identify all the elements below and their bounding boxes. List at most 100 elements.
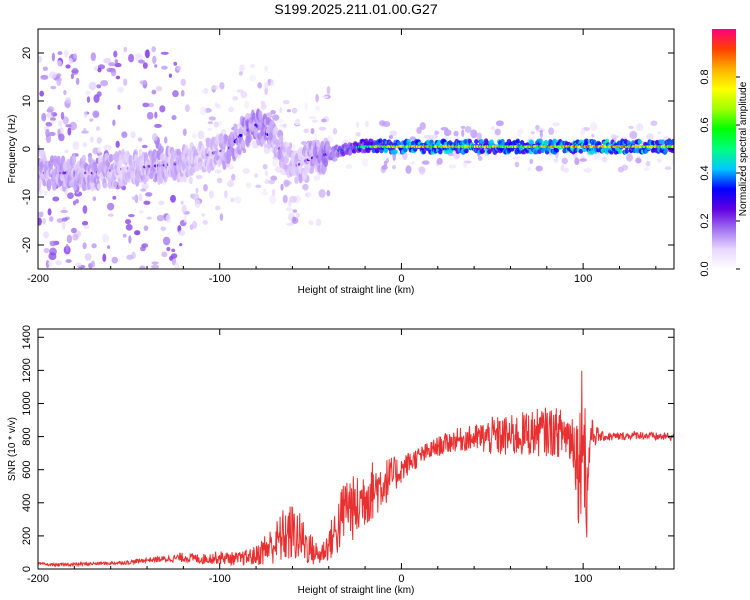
spectrogram-blob [56,218,64,223]
spectrogram-blob [61,217,68,222]
spectrogram-blob [89,136,94,143]
snr-xtick-label: -100 [209,573,231,585]
spectrogram-blob [65,259,72,263]
spectrogram-blob [477,156,483,161]
spectrogram-blob [40,74,49,80]
spectrogram-blob [579,158,588,162]
spectrogram-ridge-blob [631,140,636,146]
snr-ytick-label: 800 [21,427,33,445]
spectrogram-blob [122,233,127,238]
spectrogram-blob [419,122,426,131]
spectrogram-blob [263,82,269,89]
spectrogram-blob [174,271,179,274]
spectrogram-blob [491,126,496,131]
spectrogram-blob [142,62,148,69]
spectrogram-blob [215,205,221,211]
spectrogram-ridge-blob [294,176,299,184]
spectrogram-blob [131,196,138,201]
spectrogram-blob [243,100,250,109]
spectrogram-blob [146,216,152,220]
spectrogram-blob [453,130,459,137]
spectrogram-ridge-blob [103,182,108,189]
spectrogram-blob [635,157,642,164]
spectrogram-blob [38,55,43,63]
spectrogram-blob [50,117,56,122]
spectrogram-blob [48,259,53,268]
spectrogram-blob [191,220,198,229]
spectrogram-ridge-blob [538,138,543,144]
spectrogram-blob [139,265,146,269]
spectrogram-ridge-blob [484,140,490,146]
spectrogram-blob [232,96,239,101]
spectrogram-ytick-label: -10 [21,189,33,205]
spectrogram-blob [68,57,73,65]
spectrogram-blob [91,243,97,249]
spectrogram-blob [593,153,601,160]
spectrogram-ridge-blob [363,138,369,144]
spectrogram-ridge-blob [147,159,152,167]
spectrogram-blob [38,211,44,218]
spectrogram-blob [141,243,149,248]
spectrogram-blob [45,260,50,269]
spectrogram-blob [164,136,168,144]
colorbar-tick-label: 0.0 [699,261,711,276]
spectrogram-blob [272,114,280,121]
spectrogram-ridge-blob [323,157,329,168]
spectrogram-ridge-blob [529,140,535,146]
snr-ytick-label: 1200 [21,358,33,382]
snr-ytick-label: 400 [21,494,33,512]
spectrogram-blob [45,129,50,137]
spectrogram-blob [418,166,426,175]
spectrogram-blob [146,111,154,120]
spectrogram-blob [114,59,119,64]
spectrogram-blob [527,166,532,172]
spectrogram-blob [154,111,158,119]
spectrogram-blob [315,105,321,111]
spectrogram-blob [215,103,222,109]
spectrogram-blob [262,163,268,170]
spectrogram-blob [63,116,68,125]
spectrogram-blob [264,65,269,72]
spectrogram-blob [320,95,329,99]
spectrogram-blob [66,286,74,292]
spectrogram-blob [49,216,54,222]
colorbar-gradient [712,29,736,269]
spectrogram-blob [561,157,569,165]
spectrogram-blob [199,106,207,116]
spectrogram-blob [102,285,106,288]
spectrogram-blob [440,126,449,131]
spectrogram-blob [65,97,72,104]
spectrogram-blob [268,179,275,185]
spectrogram-blob [96,91,102,97]
spectrogram-blob [207,121,214,125]
spectrogram-blob [155,85,163,92]
spectrogram-ridge-blob [159,148,164,155]
spectrogram-blob [52,196,60,202]
spectrogram-blob [307,191,312,198]
spectrogram-blob [136,270,140,279]
spectrogram-blob [227,164,235,170]
spectrogram-blob [180,89,185,97]
spectrogram-blob [238,71,243,76]
spectrogram-ridge-blob [584,138,589,144]
spectrogram-blob [201,213,205,217]
spectrogram-ridge-blob [96,183,102,190]
spectrogram-blob [272,158,279,167]
spectrogram-ridge-blob [304,165,309,174]
spectrogram-ridge-blob [316,140,321,148]
snr-xtick-label: 100 [574,573,592,585]
spectrogram-blob [137,137,143,142]
colorbar: 0.0 0.2 0.4 0.6 0.8 Normalized spectral ampl… [699,29,749,277]
spectrogram-blob [101,233,110,243]
spectrogram-blob [514,161,520,168]
spectrogram-ridge-blob [273,125,278,135]
spectrogram-ridge-blob [437,139,442,145]
spectrogram-ridge-blob [108,153,114,163]
spectrogram-blob [321,118,327,123]
spectrogram-blob [155,143,159,149]
spectrogram-blob [203,183,208,192]
spectrogram-blob [255,184,262,189]
